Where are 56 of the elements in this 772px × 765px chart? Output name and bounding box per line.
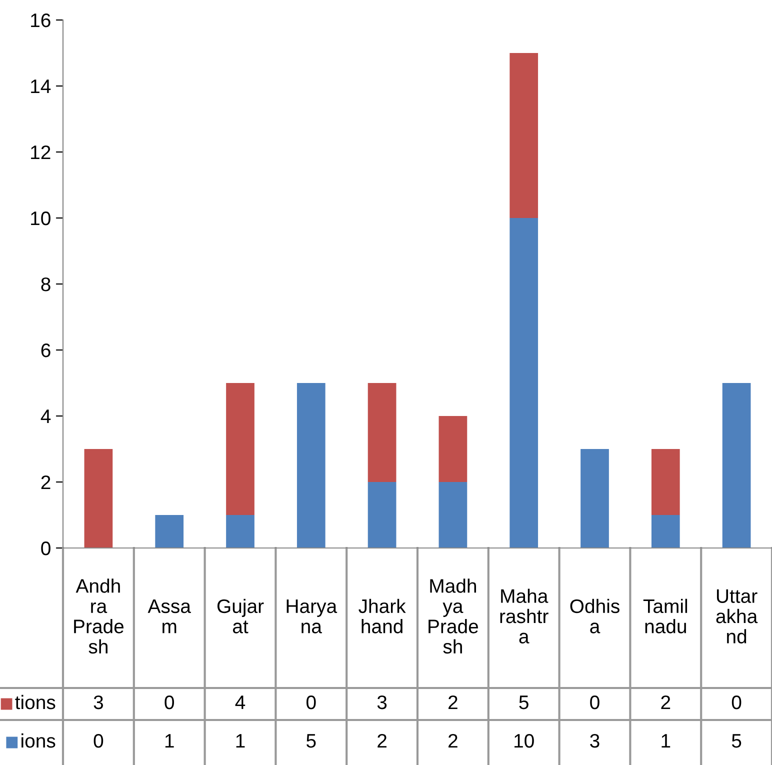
bar [368,383,396,482]
bar [155,515,184,548]
data-label: 3 [94,695,104,710]
y-tick-label: 4 [40,410,51,424]
data-label: 2 [378,734,386,748]
x-tick-label: Harya na [286,600,338,634]
legend-label: ions [22,733,56,748]
x-tick-label: Gujar at [217,598,264,634]
x-tick-label: Maha rashtr a [500,588,548,644]
bar [226,515,254,548]
x-tick-label: Uttar akha nd [716,589,758,644]
data-label: 0 [732,695,742,710]
x-tick-label: Madh ya Prade sh [428,578,478,654]
y-tick-label: 12 [31,145,50,160]
y-tick-label: 14 [31,80,51,94]
data-label: 1 [662,734,670,748]
x-tick-label: Odhis a [570,598,620,634]
bar [296,383,326,548]
bar [84,449,113,548]
bar [226,383,254,515]
y-tick-label: 10 [31,211,50,226]
y-tick-label: 2 [41,475,50,490]
data-label: 0 [164,695,174,710]
bar [438,416,468,482]
data-label: 2 [448,695,458,710]
y-tick-label: 6 [41,343,50,358]
x-tick-label: Andh ra Prade sh [74,578,124,654]
data-label: 3 [590,734,600,748]
bar [580,449,609,548]
bar [438,482,468,548]
data-label: 5 [732,734,742,748]
data-label: 5 [519,696,528,710]
legend-label: tions [15,694,56,710]
data-label: 2 [448,734,458,748]
data-label: 1 [165,734,174,748]
x-tick-label: Jhark hand [358,598,406,634]
bar [510,218,538,548]
bar [722,383,751,548]
x-tick-label: Tamil nadu [643,598,688,634]
data-label: 0 [306,695,316,710]
x-tick-label: Assa m [148,600,191,634]
data-label: 5 [306,734,316,748]
data-label: 0 [94,734,104,748]
data-label: 0 [590,695,600,710]
bar [510,53,538,218]
y-tick-label: 16 [31,13,50,28]
bar [651,449,680,515]
data-label: 1 [236,734,245,748]
y-tick-label: 8 [41,277,50,292]
y-tick-label: 0 [41,541,50,556]
data-label: 4 [235,696,246,710]
data-label: 10 [514,734,534,748]
data-label: 2 [661,695,670,710]
data-label: 3 [377,695,387,710]
bar [368,482,396,548]
bar [651,515,680,548]
